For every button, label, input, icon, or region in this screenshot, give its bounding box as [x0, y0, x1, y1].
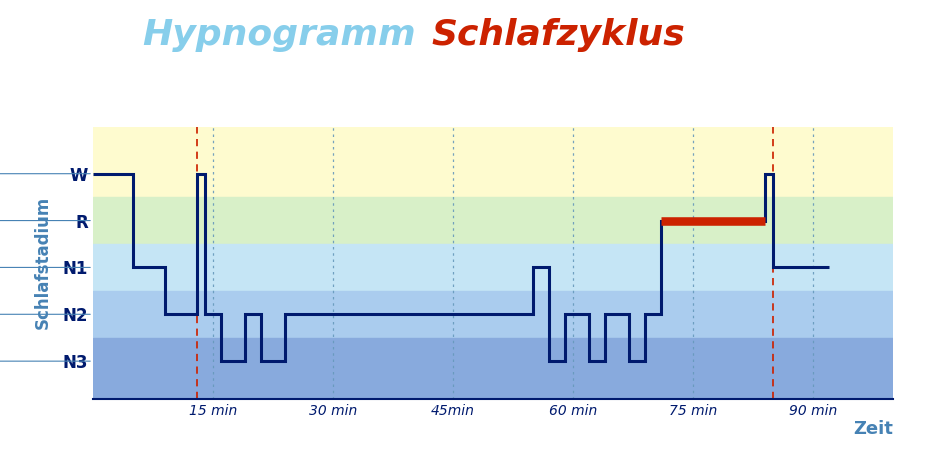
Text: Schlafzyklus: Schlafzyklus: [432, 18, 684, 52]
Bar: [93, 197, 893, 244]
Y-axis label: Schlafstadium: Schlafstadium: [33, 196, 51, 329]
X-axis label: Zeit: Zeit: [853, 420, 893, 439]
Bar: [93, 244, 893, 291]
Bar: [93, 291, 893, 338]
Bar: [93, 338, 893, 399]
Text: Hypnogramm: Hypnogramm: [142, 18, 416, 52]
Bar: [93, 127, 893, 197]
